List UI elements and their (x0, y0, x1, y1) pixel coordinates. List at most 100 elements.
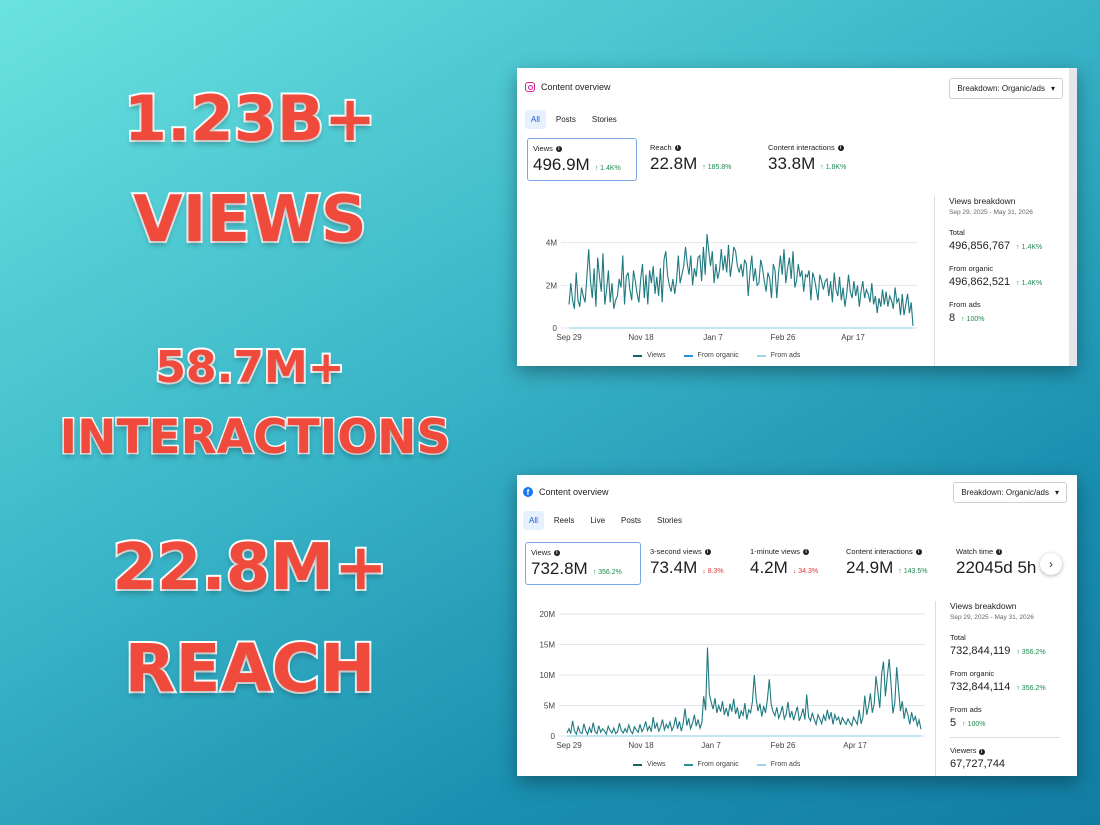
headline-reach-count-wrap: 22.8M+ (90, 531, 410, 605)
headline-interactions-count-wrap: 58.7M+ (100, 342, 400, 393)
x-tick-label: Jan 7 (701, 741, 721, 750)
chevron-right-icon[interactable]: › (1040, 553, 1062, 575)
chart-legend: Views From organic From ads (633, 761, 800, 768)
legend-item-views[interactable]: Views (633, 761, 666, 768)
headline-views-label: VIEWS (131, 183, 369, 257)
tab-posts[interactable]: Posts (621, 516, 642, 525)
legend-item-from-organic[interactable]: From organic (683, 352, 739, 359)
chart-legend: Views From organic From ads (633, 352, 800, 359)
info-icon[interactable]: i (978, 749, 985, 755)
metric-3-second-views[interactable]: 3-second views i 73.4M ↓ 8.3% (650, 547, 724, 577)
metric-label: Reach (650, 143, 672, 152)
tab-live[interactable]: Live (590, 516, 606, 525)
metric-change: ↑ 1.8K% (820, 164, 847, 171)
metric-value: 33.8M (768, 154, 816, 173)
x-tick-label: Apr 17 (841, 333, 865, 342)
side-item-from-ads: From ads 8 ↑ 100% (949, 300, 985, 324)
metric-views[interactable]: Views i 496.9M ↑ 1.4K% (527, 138, 637, 181)
info-icon[interactable]: i (915, 548, 922, 555)
metric-cards: Views i 732.8M ↑ 356.2% 3-second views i 73… (525, 542, 1051, 585)
x-tick-label: Sep 29 (556, 741, 582, 750)
legend-item-from-organic[interactable]: From organic (683, 761, 739, 768)
panel-header: Content overview (525, 82, 611, 92)
headline-views-wrap: VIEWS (100, 183, 400, 257)
side-item-from-organic: From organic 496,862,521 ↑ 1.4K% (949, 264, 1043, 288)
y-tick-label: 0 (551, 732, 556, 741)
facebook-content-overview-panel: f Content overview Breakdown: Organic/ad… (517, 475, 1077, 776)
headline-interactions-wrap: INTERACTIONS (10, 410, 500, 465)
side-item-viewers: Viewers i 67,727,744 (950, 746, 1006, 770)
info-icon[interactable]: i (555, 145, 562, 152)
metric-reach[interactable]: Reach i 22.8M ↑ 185.8% (645, 138, 755, 181)
breakdown-dropdown[interactable]: Breakdown: Organic/ads ▾ (953, 482, 1067, 503)
instagram-content-overview-panel: Content overview Breakdown: Organic/ads … (517, 68, 1077, 366)
headline-reach-count: 22.8M+ (110, 531, 389, 605)
instagram-icon (525, 82, 535, 92)
breakdown-dropdown[interactable]: Breakdown: Organic/ads ▾ (949, 78, 1063, 99)
tab-reels[interactable]: Reels (553, 516, 575, 525)
metric-change: ↑ 1.4K% (594, 165, 621, 172)
metric-content-interactions[interactable]: Content interactions i 33.8M ↑ 1.8K% (763, 138, 893, 181)
tab-all[interactable]: All (525, 110, 546, 129)
metric-content-interactions[interactable]: Content interactions i 24.9M ↑ 143.5% (846, 547, 928, 577)
metric-label: Content interactions (768, 143, 835, 152)
side-date-range: Sep 29, 2025 - May 31, 2026 (949, 209, 1033, 216)
caret-down-icon: ▾ (1050, 84, 1055, 93)
views-line-chart: 0 2M 4M Sep 29 Nov 18 Jan 7 Feb 26 Apr 17 (546, 234, 917, 342)
headline-reach-wrap: REACH (90, 630, 410, 707)
info-icon[interactable]: i (674, 144, 681, 151)
side-title: Views breakdown (949, 196, 1016, 206)
breakdown-label: Breakdown: Organic/ads (961, 488, 1049, 497)
metric-cards: Views i 496.9M ↑ 1.4K% Reach i 22.8M ↑ 185.8… (527, 138, 893, 181)
metric-change: ↑ 185.8% (702, 164, 732, 171)
y-tick-label: 0 (553, 324, 558, 333)
side-item-from-organic: From organic 732,844,114 ↑ 356.2% (950, 669, 1046, 693)
series-line-views (568, 234, 914, 326)
facebook-icon: f (523, 487, 533, 497)
breakdown-label: Breakdown: Organic/ads (957, 84, 1045, 93)
side-item-from-ads: From ads 5 ↑ 100% (950, 705, 986, 729)
views-breakdown-side: Views breakdown Sep 29, 2025 - May 31, 2… (935, 601, 1060, 776)
side-date-range: Sep 29, 2025 - May 31, 2026 (950, 614, 1034, 621)
y-tick-label: 5M (544, 702, 555, 711)
panel-title: Content overview (539, 487, 609, 497)
tab-all[interactable]: All (523, 511, 544, 530)
content-tabs: All Posts Stories (525, 110, 623, 129)
panel-scrollbar[interactable] (1069, 68, 1077, 366)
x-tick-label: Nov 18 (628, 333, 654, 342)
legend-item-from-ads[interactable]: From ads (756, 761, 800, 768)
info-icon[interactable]: i (553, 549, 560, 556)
x-tick-label: Apr 17 (843, 741, 867, 750)
tab-posts[interactable]: Posts (555, 115, 576, 124)
headline-interactions-count: 58.7M+ (153, 342, 346, 393)
info-icon[interactable]: i (996, 548, 1003, 555)
views-line-chart: 0 5M 10M 15M 20M Sep 29 Nov 18 Jan 7 Feb 26 Apr 1… (539, 610, 925, 750)
side-item-total: Total 732,844,119 ↑ 356.2% (950, 633, 1046, 657)
y-tick-label: 10M (539, 671, 555, 680)
x-tick-label: Feb 26 (771, 333, 796, 342)
x-tick-label: Sep 29 (556, 333, 582, 342)
y-tick-label: 15M (539, 641, 555, 650)
metric-1-minute-views[interactable]: 1-minute views i 4.2M ↓ 34.3% (750, 547, 819, 577)
x-tick-label: Nov 18 (628, 741, 654, 750)
panel-header: f Content overview (523, 487, 609, 497)
series-line-views (566, 647, 922, 736)
x-tick-label: Jan 7 (703, 333, 723, 342)
x-tick-label: Feb 26 (771, 741, 796, 750)
side-item-total: Total 496,856,767 ↑ 1.4K% (949, 228, 1043, 252)
info-icon[interactable]: i (704, 548, 711, 555)
tab-stories[interactable]: Stories (657, 516, 682, 525)
caret-down-icon: ▾ (1054, 488, 1059, 497)
metric-views[interactable]: Views i 732.8M ↑ 356.2% (525, 542, 641, 585)
headline-reach-label: REACH (123, 630, 378, 707)
legend-item-views[interactable]: Views (633, 352, 666, 359)
tab-stories[interactable]: Stories (591, 115, 617, 124)
y-tick-label: 4M (546, 239, 557, 248)
info-icon[interactable]: i (803, 548, 810, 555)
y-tick-label: 20M (539, 610, 555, 619)
side-title: Views breakdown (950, 601, 1017, 611)
info-icon[interactable]: i (837, 144, 844, 151)
headline-interactions-label: INTERACTIONS (58, 410, 452, 465)
legend-item-from-ads[interactable]: From ads (756, 352, 800, 359)
